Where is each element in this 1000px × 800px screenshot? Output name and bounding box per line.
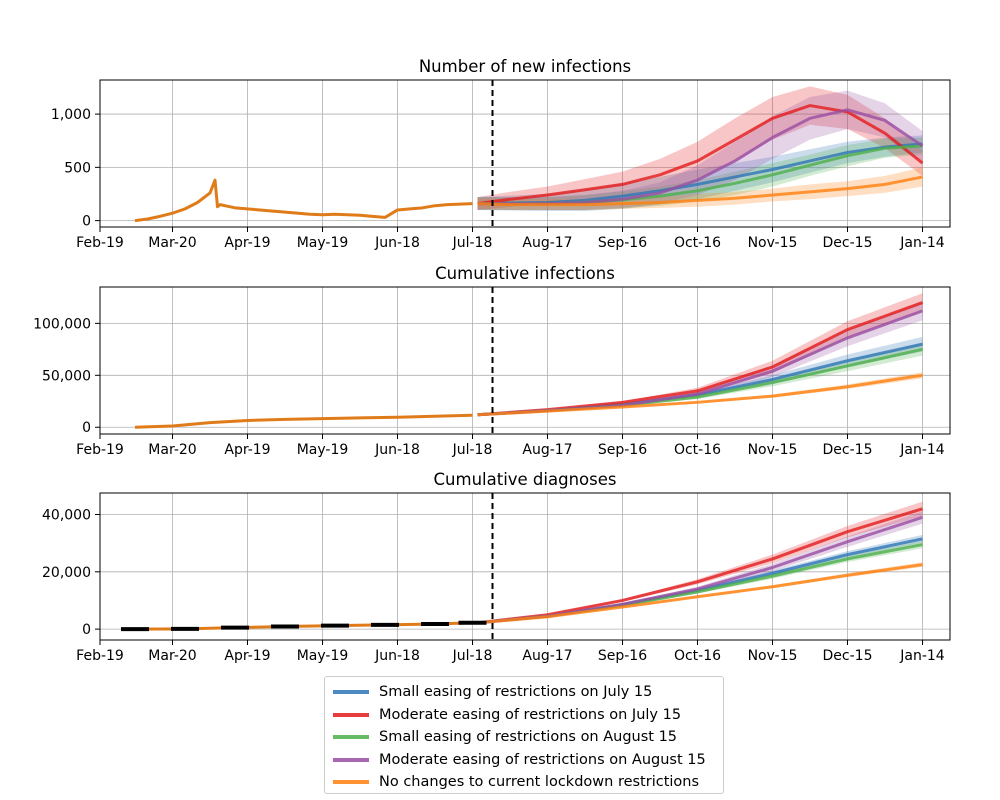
- series-band: [477, 90, 923, 210]
- x-tick-label: Aug-17: [522, 235, 572, 251]
- series-line: [477, 563, 923, 625]
- legend-swatch: [333, 735, 369, 740]
- x-tick-label: Apr-19: [224, 442, 270, 458]
- y-tick-label: 20,000: [42, 565, 91, 581]
- x-tick-label: Mar-20: [148, 235, 196, 251]
- x-tick-label: Aug-17: [522, 648, 572, 664]
- x-tick-label: Jul-18: [452, 235, 493, 251]
- x-tick-label: Sep-16: [598, 235, 647, 251]
- legend: Small easing of restrictions on July 15 …: [324, 676, 724, 794]
- x-tick-label: Jun-18: [374, 442, 420, 458]
- legend-label: Moderate easing of restrictions on July …: [379, 706, 682, 723]
- x-tick-label: Jun-18: [374, 235, 420, 251]
- x-tick-label: Oct-16: [674, 442, 721, 458]
- y-tick-label: 0: [82, 214, 91, 230]
- legend-swatch: [333, 712, 369, 717]
- x-tick-label: Jan-14: [899, 235, 945, 251]
- series-band: [477, 135, 923, 212]
- legend-item: Moderate easing of restrictions on Augus…: [333, 749, 715, 772]
- series-line: [477, 104, 924, 206]
- y-tick-label: 500: [64, 160, 91, 176]
- x-tick-label: Oct-16: [674, 235, 721, 251]
- legend-label: Small easing of restrictions on July 15: [379, 684, 653, 701]
- x-tick-label: Oct-16: [674, 648, 721, 664]
- y-tick-label: 40,000: [42, 507, 91, 523]
- x-tick-label: May-19: [297, 442, 349, 458]
- legend-label: Small easing of restrictions on August 1…: [379, 729, 678, 746]
- history-line: [134, 178, 473, 223]
- series-band: [477, 137, 923, 210]
- axes-frame: [99, 492, 951, 641]
- x-tick-label: Jun-18: [374, 648, 420, 664]
- x-tick-label: Feb-19: [76, 648, 124, 664]
- x-tick-label: Jan-14: [899, 648, 945, 664]
- y-tick-label: 1,000: [51, 107, 91, 123]
- x-tick-label: Feb-19: [76, 235, 124, 251]
- legend-item: No changes to current lockdown restricti…: [333, 771, 715, 794]
- legend-swatch: [333, 690, 369, 695]
- y-tick-label: 0: [82, 622, 91, 638]
- chart-title: Number of new infections: [419, 57, 631, 76]
- axes-frame: [99, 79, 951, 228]
- legend-swatch: [333, 757, 369, 762]
- legend-swatch: [333, 780, 369, 785]
- x-tick-label: May-19: [297, 648, 349, 664]
- x-tick-label: Apr-19: [224, 235, 270, 251]
- legend-label: Moderate easing of restrictions on Augus…: [379, 751, 706, 768]
- x-tick-label: Dec-15: [823, 235, 873, 251]
- x-tick-label: Dec-15: [823, 648, 873, 664]
- x-tick-label: May-19: [297, 235, 349, 251]
- x-tick-label: Jul-18: [452, 442, 493, 458]
- x-tick-label: Jul-18: [452, 648, 493, 664]
- legend-item: Moderate easing of restrictions on July …: [333, 704, 715, 727]
- series-line: [477, 373, 923, 417]
- x-tick-label: Nov-15: [748, 235, 798, 251]
- y-tick-label: 50,000: [42, 368, 91, 384]
- x-tick-label: Dec-15: [823, 442, 873, 458]
- x-tick-label: Nov-15: [748, 442, 798, 458]
- chart-title: Cumulative infections: [435, 264, 615, 283]
- legend-label: No changes to current lockdown restricti…: [379, 774, 700, 791]
- y-tick-label: 0: [82, 420, 91, 436]
- x-tick-label: Feb-19: [76, 442, 124, 458]
- x-tick-label: Apr-19: [224, 648, 270, 664]
- history-line: [134, 413, 473, 429]
- x-tick-label: Sep-16: [598, 442, 647, 458]
- x-tick-label: Jan-14: [899, 442, 945, 458]
- x-tick-label: Aug-17: [522, 442, 572, 458]
- series-band: [477, 501, 923, 623]
- x-tick-label: Sep-16: [598, 648, 647, 664]
- y-tick-label: 100,000: [33, 316, 91, 332]
- legend-item: Small easing of restrictions on August 1…: [333, 726, 715, 749]
- x-tick-label: Nov-15: [748, 648, 798, 664]
- legend-item: Small easing of restrictions on July 15: [333, 681, 715, 704]
- x-tick-label: Mar-20: [148, 648, 196, 664]
- x-tick-label: Mar-20: [148, 442, 196, 458]
- axes-frame: [99, 286, 951, 435]
- chart-title: Cumulative diagnoses: [434, 470, 617, 489]
- series-line: [477, 175, 923, 207]
